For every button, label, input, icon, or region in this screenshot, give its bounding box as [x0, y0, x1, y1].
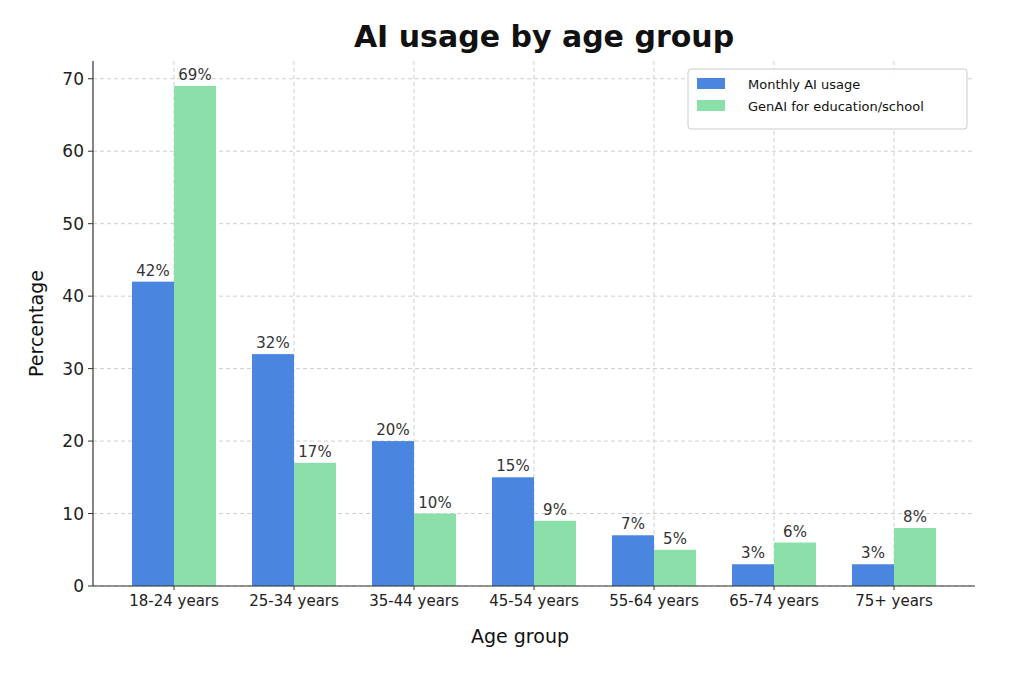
x-tick-label: 18-24 years: [129, 592, 219, 610]
x-tick: [894, 586, 895, 590]
y-tick-label: 0: [73, 576, 84, 596]
bar: [174, 86, 216, 586]
x-axis-label: Age group: [471, 625, 569, 647]
data-label: 17%: [298, 443, 331, 461]
y-tick: [88, 586, 93, 587]
bar: [654, 550, 696, 586]
y-tick: [88, 151, 93, 152]
bar: [492, 477, 534, 586]
data-label: 9%: [543, 501, 567, 519]
x-tick: [294, 586, 295, 590]
x-tick: [174, 586, 175, 590]
y-tick: [88, 78, 93, 79]
x-tick: [774, 586, 775, 590]
data-label: 15%: [496, 457, 529, 475]
y-tick-label: 10: [62, 504, 84, 524]
y-tick-label: 60: [62, 141, 84, 161]
x-tick-label: 65-74 years: [729, 592, 819, 610]
x-tick: [414, 586, 415, 590]
grid-line: [93, 368, 975, 369]
y-tick: [88, 441, 93, 442]
y-tick-label: 20: [62, 431, 84, 451]
legend-label: Monthly AI usage: [748, 77, 860, 92]
grid-line-vertical: [654, 61, 655, 586]
background: [0, 0, 1024, 674]
grid-line-vertical: [894, 61, 895, 586]
data-label: 7%: [621, 515, 645, 533]
x-tick-label: 45-54 years: [489, 592, 579, 610]
bar: [372, 441, 414, 586]
y-tick: [88, 223, 93, 224]
x-tick-label: 25-34 years: [249, 592, 339, 610]
legend-label: GenAI for education/school: [748, 99, 924, 114]
legend-swatch: [697, 100, 725, 111]
grid-line: [93, 151, 975, 152]
x-tick-label: 55-64 years: [609, 592, 699, 610]
y-tick: [88, 513, 93, 514]
x-tick: [654, 586, 655, 590]
y-tick-label: 50: [62, 214, 84, 234]
x-tick-label: 35-44 years: [369, 592, 459, 610]
y-tick: [88, 296, 93, 297]
bar: [294, 463, 336, 586]
x-tick-label: 75+ years: [855, 592, 933, 610]
data-label: 5%: [663, 530, 687, 548]
y-tick-label: 30: [62, 359, 84, 379]
y-tick-label: 40: [62, 286, 84, 306]
data-label: 8%: [903, 508, 927, 526]
bar: [774, 543, 816, 586]
data-label: 32%: [256, 334, 289, 352]
axes: 0 10 20 30 40 50 60 70 18-24 years 25-34 years 35-…: [62, 61, 975, 610]
legend-box: [688, 69, 967, 129]
data-label: 20%: [376, 421, 409, 439]
y-tick-label: 70: [62, 69, 84, 89]
grid-line-vertical: [774, 61, 775, 586]
title: AI usage by age group: [354, 19, 734, 54]
chart-container: 42% 32% 20% 15% 7% 3% 3% 69% 17% 10% 9% 5% 6% 8% 0 10 20…: [0, 0, 1024, 674]
bar: [252, 354, 294, 586]
data-labels: 42% 32% 20% 15% 7% 3% 3% 69% 17% 10% 9% 5% 6% 8%: [136, 66, 927, 562]
data-label: 42%: [136, 262, 169, 280]
legend: Monthly AI usage GenAI for education/scho…: [688, 69, 967, 129]
y-tick: [88, 368, 93, 369]
bar: [612, 535, 654, 586]
bar: [534, 521, 576, 586]
data-label: 3%: [861, 544, 885, 562]
data-label: 6%: [783, 523, 807, 541]
bar: [132, 282, 174, 586]
grid: [93, 61, 975, 586]
data-label: 10%: [418, 494, 451, 512]
legend-swatch: [697, 78, 725, 89]
bar: [852, 564, 894, 586]
data-label: 3%: [741, 544, 765, 562]
chart-svg: 42% 32% 20% 15% 7% 3% 3% 69% 17% 10% 9% 5% 6% 8% 0 10 20…: [0, 0, 1024, 674]
y-axis-label: Percentage: [25, 270, 47, 377]
bar: [414, 514, 456, 586]
y-axis-line: [92, 61, 93, 586]
bar: [894, 528, 936, 586]
data-label: 69%: [178, 66, 211, 84]
bar: [732, 564, 774, 586]
x-tick: [534, 586, 535, 590]
bars: [132, 86, 936, 586]
